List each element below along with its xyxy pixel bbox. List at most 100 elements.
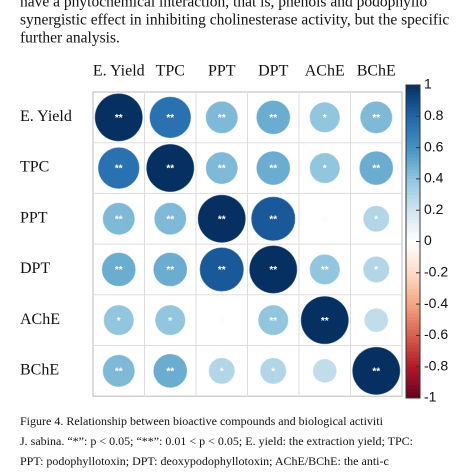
- colorbar-segment: [406, 332, 420, 336]
- colorbar-segment: [406, 163, 420, 167]
- caption-line: PPT: podophyllotoxin; DPT: deoxypodophyl…: [20, 454, 389, 468]
- significance-label: **: [269, 113, 277, 124]
- colorbar-segment: [406, 335, 420, 340]
- colorbar-segment: [406, 197, 420, 202]
- colorbar-segment: [406, 247, 420, 252]
- paragraph-line: have a phytochemical interaction, that i…: [20, 0, 427, 11]
- corr-circle: [205, 100, 239, 134]
- corr-circle: [312, 358, 338, 384]
- significance-label: **: [218, 214, 226, 225]
- colorbar-tick-label: 1: [424, 76, 432, 92]
- corr-circle: [309, 101, 341, 134]
- colorbar-segment: [406, 235, 420, 239]
- colorbar-segment: [406, 128, 420, 133]
- significance-label: *: [374, 214, 378, 225]
- corr-circle: [362, 205, 390, 233]
- corr-circle: [309, 152, 341, 184]
- colorbar-segment: [406, 288, 420, 293]
- colorbar-tick-label: -0.6: [424, 326, 448, 342]
- colorbar-segment: [406, 250, 420, 255]
- colorbar-tick-label: 0.4: [424, 170, 444, 186]
- significance-label: **: [166, 113, 174, 124]
- colorbar-segment: [406, 291, 420, 296]
- corr-circle: [153, 202, 187, 236]
- corr-circle: [309, 253, 341, 286]
- corr-circle: [363, 307, 389, 333]
- colorbar-segment: [406, 119, 420, 124]
- colorbar-segment: [406, 319, 420, 324]
- column-label: TPC: [156, 63, 185, 80]
- colorbar-segment: [406, 360, 420, 365]
- colorbar-segment: [406, 213, 420, 217]
- colorbar-segment: [406, 178, 420, 183]
- colorbar-segment: [406, 282, 420, 286]
- colorbar-segment: [406, 113, 420, 117]
- colorbar-segment: [406, 116, 420, 120]
- row-label: AChE: [20, 311, 60, 328]
- corr-circle: [359, 100, 393, 134]
- colorbar-segment: [406, 366, 420, 371]
- corr-circle: [255, 99, 291, 135]
- column-label: PPT: [208, 63, 236, 80]
- colorbar-tick-label: 0.2: [424, 201, 444, 217]
- colorbar-segment: [406, 228, 420, 233]
- colorbar-segment: [406, 285, 420, 289]
- corr-circle: [101, 251, 137, 287]
- colorbar-segment: [406, 222, 420, 227]
- significance-label: *: [323, 113, 327, 124]
- caption-line: Figure 4. Relationship between bioactive…: [20, 414, 384, 428]
- colorbar-segment: [406, 326, 420, 330]
- corr-circle: [351, 346, 401, 396]
- corr-circle: [102, 354, 136, 388]
- colorbar-segment: [406, 257, 420, 261]
- colorbar-segment: [406, 185, 420, 189]
- significance-label: **: [166, 265, 174, 276]
- colorbar-segment: [406, 354, 420, 358]
- colorbar-tick-label: -0.2: [424, 264, 448, 280]
- colorbar-segment: [406, 156, 420, 161]
- colorbar-segment: [406, 379, 420, 383]
- colorbar-segment: [406, 266, 420, 271]
- colorbar-segment: [406, 219, 420, 224]
- corr-circle: [154, 304, 186, 336]
- colorbar-segment: [406, 263, 420, 268]
- colorbar-segment: [406, 106, 420, 111]
- significance-label: *: [168, 316, 172, 327]
- row-label: E. Yield: [20, 108, 72, 125]
- significance-label: *: [323, 164, 327, 175]
- corrplot: E. Yield E. Yield TPC TPC PPT PPT DPT DPT AChE AC…: [20, 63, 448, 405]
- significance-label: **: [269, 265, 277, 276]
- colorbar-segment: [406, 357, 420, 361]
- colorbar-segment: [406, 304, 420, 308]
- row-label: TPC: [20, 159, 49, 176]
- colorbar-segment: [406, 388, 420, 393]
- colorbar-segment: [406, 100, 420, 105]
- corr-circle: [102, 202, 136, 236]
- colorbar-segment: [406, 110, 420, 114]
- significance-label: **: [372, 164, 380, 175]
- corr-circle: [320, 214, 329, 223]
- paragraph-line: further analysis.: [20, 30, 120, 47]
- colorbar-segment: [406, 394, 420, 399]
- colorbar-segment: [406, 169, 420, 174]
- colorbar-segment: [406, 307, 420, 311]
- significance-label: **: [115, 265, 123, 276]
- colorbar-segment: [406, 376, 420, 380]
- colorbar-segment: [406, 310, 420, 314]
- significance-label: *: [117, 316, 121, 327]
- significance-label: **: [218, 164, 226, 175]
- colorbar-segment: [406, 244, 420, 249]
- colorbar-segment: [406, 254, 420, 258]
- colorbar-segment: [406, 191, 420, 196]
- colorbar-segment: [406, 200, 420, 205]
- paragraph-line: synergistic effect in inhibiting choline…: [20, 12, 449, 29]
- colorbar-segment: [406, 210, 420, 214]
- colorbar-segment: [406, 385, 420, 390]
- colorbar-segment: [406, 216, 420, 221]
- corr-circle: [362, 255, 390, 284]
- significance-label: **: [218, 265, 226, 276]
- colorbar-segment: [406, 141, 420, 145]
- row-label: BChE: [20, 362, 59, 379]
- corr-circle: [197, 194, 247, 244]
- colorbar-segment: [406, 329, 420, 333]
